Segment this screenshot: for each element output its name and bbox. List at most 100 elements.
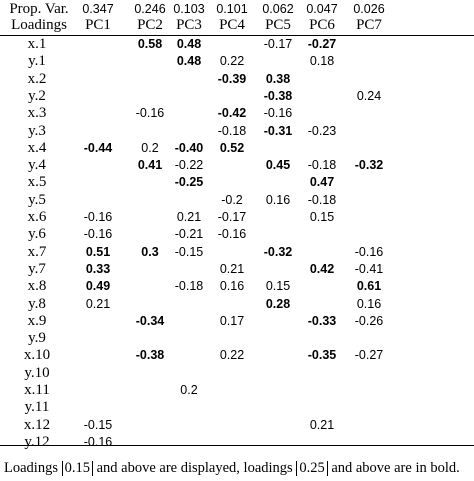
loading-cell: 0.52: [219, 140, 245, 155]
table-row: x.3 -0.16 -0.42 -0.16: [0, 105, 474, 122]
table-row: x.12 -0.15 0.21: [0, 417, 474, 434]
loading-cell: -0.39: [217, 71, 247, 86]
table-row: x.10 -0.38 0.22 -0.35 -0.27: [0, 347, 474, 364]
loading-cell: 0.41: [137, 158, 163, 173]
component-header: PC4: [219, 17, 245, 33]
loading-cell: -0.16: [217, 227, 247, 242]
component-header: PC2: [137, 17, 163, 33]
variable-label: x.12: [23, 416, 51, 433]
loading-cell: 0.51: [85, 244, 111, 259]
loading-cell: -0.27: [354, 348, 384, 363]
table-row: y.11: [0, 399, 474, 416]
prop-var-value: 0.047: [306, 2, 338, 16]
loading-cell: 0.28: [265, 296, 291, 311]
table-row: y.9: [0, 330, 474, 347]
loading-cell: -0.18: [174, 279, 204, 294]
loading-cell: 0.18: [309, 54, 335, 69]
loading-cell: 0.21: [309, 417, 335, 432]
loading-cell: -0.44: [83, 140, 113, 155]
table-row: y.3 -0.18 -0.31 -0.23: [0, 123, 474, 140]
variable-label: x.3: [27, 105, 47, 122]
prop-var-value: 0.347: [82, 2, 114, 16]
table-row: y.1 0.48 0.22 0.18: [0, 53, 474, 70]
loading-cell: 0.15: [309, 210, 335, 224]
variable-label: x.7: [27, 243, 47, 260]
table-row: y.7 0.33 0.21 0.42 -0.41: [0, 261, 474, 278]
loading-cell: 0.24: [356, 88, 382, 103]
table-row: y.2 -0.38 0.24: [0, 88, 474, 105]
variable-label: y.1: [28, 53, 46, 70]
prop-var-value: 0.101: [216, 2, 248, 16]
loading-cell: 0.22: [219, 54, 245, 69]
loading-cell: 0.16: [265, 192, 291, 207]
component-header: PC3: [176, 17, 202, 33]
component-header: PC7: [356, 17, 382, 33]
loading-cell: -0.25: [174, 175, 204, 190]
table-row: x.11 0.2: [0, 382, 474, 399]
loading-cell: -0.23: [307, 123, 337, 138]
variable-label: y.9: [28, 330, 46, 347]
loading-cell: 0.21: [176, 210, 202, 224]
caption-suffix: and above are in bold.: [327, 460, 460, 476]
loading-cell: -0.16: [135, 106, 165, 121]
variable-label: y.11: [24, 399, 50, 416]
loading-cell: -0.32: [354, 158, 384, 173]
loading-cell: 0.38: [265, 71, 291, 86]
component-header: PC5: [265, 17, 291, 33]
table-row: y.6 -0.16 -0.21 -0.16: [0, 226, 474, 243]
table-row: y.8 0.21 0.28 0.16: [0, 296, 474, 313]
loading-cell: 0.17: [219, 313, 245, 328]
loading-cell: 0.15: [265, 279, 291, 294]
variable-label: y.8: [28, 295, 46, 312]
loading-cell: 0.48: [176, 54, 202, 69]
table-row: x.8 0.49 -0.18 0.16 0.15 0.61: [0, 278, 474, 295]
loading-cell: 0.45: [265, 158, 291, 173]
table-row: x.5 -0.25 0.47: [0, 174, 474, 191]
loading-cell: 0.49: [85, 279, 111, 294]
loading-cell: -0.38: [135, 348, 165, 363]
table-row: x.6 -0.16 0.21 -0.17 0.15: [0, 209, 474, 226]
loading-cell: 0.16: [219, 279, 245, 294]
variable-label: x.9: [27, 312, 47, 329]
loading-cell: -0.22: [174, 158, 204, 173]
loading-cell: -0.41: [354, 261, 384, 276]
loading-cell: 0.3: [141, 244, 159, 259]
variable-label: x.2: [27, 70, 47, 87]
loading-cell: -0.18: [217, 123, 247, 138]
prop-var-value: 0.026: [353, 2, 385, 16]
variable-label: x.8: [27, 278, 47, 295]
loading-cell: 0.33: [85, 261, 111, 276]
loading-cell: 0.2: [180, 383, 198, 397]
loading-cell: -0.27: [307, 37, 337, 51]
variable-label: x.6: [27, 209, 47, 225]
variable-label: y.3: [28, 122, 46, 139]
variable-label: x.1: [27, 36, 47, 52]
loading-cell: -0.26: [354, 313, 384, 328]
variable-label: x.4: [27, 139, 47, 156]
table-row: y.4 0.41 -0.22 0.45 -0.18 -0.32: [0, 157, 474, 174]
loading-cell: 0.21: [85, 296, 111, 311]
prop-var-value: 0.062: [262, 2, 294, 16]
loading-cell: -0.15: [174, 244, 204, 259]
loadings-table: Prop. Var. Loadings 0.347 PC1 0.246 PC2 0.10…: [0, 1, 474, 450]
loading-cell: 0.16: [356, 296, 382, 311]
prop-var-label: Prop. Var.: [9, 1, 69, 17]
loading-cell: -0.17: [263, 37, 293, 51]
loading-cell: -0.16: [263, 106, 293, 121]
loading-cell: -0.34: [135, 313, 165, 328]
table-row: y.12 -0.16: [0, 434, 474, 451]
loading-cell: -0.16: [354, 244, 384, 259]
variable-label: y.2: [28, 87, 46, 104]
caption-middle: and above are displayed, loadings: [92, 460, 297, 476]
bottom-rule: [0, 445, 474, 446]
loading-cell: -0.31: [263, 123, 293, 138]
variable-label: y.4: [28, 157, 46, 174]
component-header: PC1: [85, 17, 111, 33]
loading-cell: 0.21: [219, 261, 245, 276]
loading-cell: 0.42: [309, 261, 335, 276]
loading-cell: 0.22: [219, 348, 245, 363]
threshold-display: 0.15: [61, 461, 93, 476]
threshold-bold: 0.25: [296, 461, 328, 476]
loading-cell: -0.38: [263, 88, 293, 103]
loading-cell: -0.18: [307, 158, 337, 173]
